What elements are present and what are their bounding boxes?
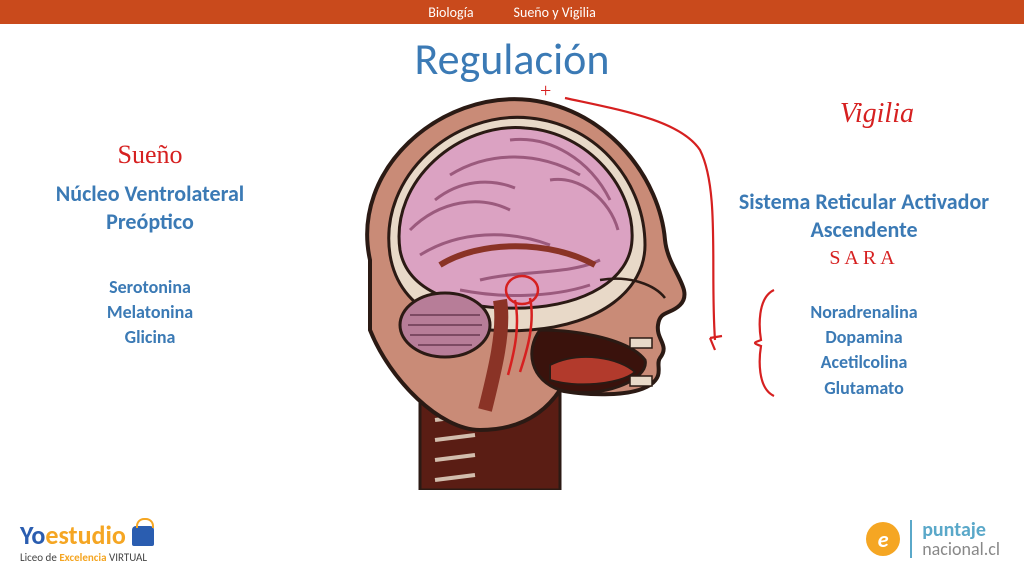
puntaje-logo: e puntaje nacional.cl bbox=[866, 520, 1000, 558]
neuro-item: Melatonina bbox=[20, 300, 280, 325]
slide-title: Regulación bbox=[0, 32, 1024, 86]
puntaje-line2: nacional.cl bbox=[922, 540, 1000, 558]
wake-neurotransmitters: Noradrenalina Dopamina Acetilcolina Glut… bbox=[724, 300, 1004, 401]
sleep-neurotransmitters: Serotonina Melatonina Glicina bbox=[20, 275, 280, 351]
logo-estudio: estudio bbox=[45, 519, 125, 551]
sleep-system-title: Núcleo Ventrolateral Preóptico bbox=[20, 180, 280, 235]
yoestudio-logo: Yoestudio Liceo de Excelencia VIRTUAL bbox=[20, 519, 154, 564]
neuro-item: Dopamina bbox=[724, 325, 1004, 350]
neuro-item: Serotonina bbox=[20, 275, 280, 300]
topbar-topic: Sueño y Vigilia bbox=[514, 4, 596, 21]
top-bar: Biología Sueño y Vigilia bbox=[0, 0, 1024, 24]
topbar-subject: Biología bbox=[428, 4, 473, 21]
logo-sub-pre: Liceo de bbox=[20, 551, 59, 564]
neuro-item: Noradrenalina bbox=[724, 300, 1004, 325]
wake-column: Sistema Reticular Activador Ascendente S… bbox=[724, 140, 1004, 401]
neuro-item: Glutamato bbox=[724, 376, 1004, 401]
logo-sub-em: Excelencia bbox=[59, 551, 106, 564]
wake-system-title: Sistema Reticular Activador Ascendente bbox=[724, 188, 1004, 243]
head-sagittal-diagram bbox=[300, 80, 700, 490]
logo-sub-post: VIRTUAL bbox=[107, 551, 148, 564]
puntaje-line1: puntaje bbox=[922, 520, 1000, 540]
sleep-column: Sueño Núcleo Ventrolateral Preóptico Ser… bbox=[20, 140, 280, 351]
puntaje-glyph-icon: e bbox=[866, 522, 900, 556]
sara-acronym: SARA bbox=[724, 247, 1004, 270]
content-area: + Vigilia bbox=[0, 80, 1024, 500]
neuro-item: Glicina bbox=[20, 325, 280, 350]
sueno-handwriting: Sueño bbox=[20, 140, 280, 170]
headset-icon bbox=[132, 526, 154, 546]
vigilia-handwriting: Vigilia bbox=[840, 98, 914, 130]
neuro-item: Acetilcolina bbox=[724, 350, 1004, 375]
logo-yo: Yo bbox=[20, 519, 45, 551]
